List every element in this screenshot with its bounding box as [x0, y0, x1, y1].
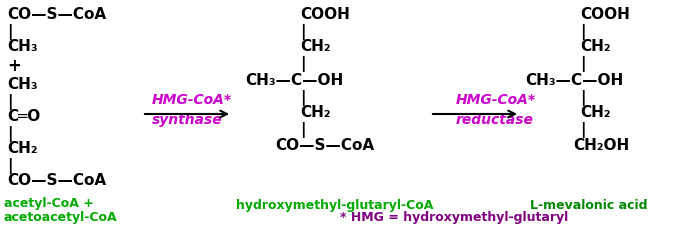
- Text: acetoacetyl-CoA: acetoacetyl-CoA: [4, 210, 117, 223]
- Text: CO—S—CoA: CO—S—CoA: [7, 7, 106, 22]
- Text: CH₂: CH₂: [580, 39, 611, 54]
- Text: CO—S—CoA: CO—S—CoA: [7, 172, 106, 187]
- Text: |: |: [300, 24, 306, 40]
- Text: |: |: [7, 157, 12, 173]
- Text: |: |: [580, 90, 586, 106]
- Text: CH₃—C—OH: CH₃—C—OH: [525, 73, 624, 88]
- Text: * HMG = hydroxymethyl-glutaryl: * HMG = hydroxymethyl-glutaryl: [340, 210, 568, 223]
- Text: L-mevalonic acid: L-mevalonic acid: [530, 198, 648, 211]
- Text: synthase: synthase: [152, 112, 223, 126]
- Text: CH₂: CH₂: [300, 39, 331, 54]
- Text: HMG-CoA*: HMG-CoA*: [456, 93, 536, 106]
- Text: |: |: [580, 56, 586, 72]
- Text: |: |: [7, 125, 12, 141]
- Text: CH₂: CH₂: [580, 105, 611, 119]
- Text: |: |: [580, 122, 586, 137]
- Text: |: |: [7, 94, 12, 109]
- Text: |: |: [580, 24, 586, 40]
- Text: CH₂: CH₂: [300, 105, 331, 119]
- Text: |: |: [300, 56, 306, 72]
- Text: CH₃: CH₃: [7, 39, 38, 54]
- Text: |: |: [300, 122, 306, 137]
- Text: +: +: [7, 57, 21, 75]
- Text: acetyl-CoA +: acetyl-CoA +: [4, 196, 94, 209]
- Text: reductase: reductase: [456, 112, 534, 126]
- Text: CH₂OH: CH₂OH: [573, 137, 629, 152]
- Text: hydroxymethyl-glutaryl-CoA: hydroxymethyl-glutaryl-CoA: [236, 198, 434, 211]
- Text: COOH: COOH: [300, 7, 350, 22]
- Text: |: |: [300, 90, 306, 106]
- Text: COOH: COOH: [580, 7, 630, 22]
- Text: |: |: [7, 24, 12, 40]
- Text: CH₃—C—OH: CH₃—C—OH: [245, 73, 343, 88]
- Text: CO—S—CoA: CO—S—CoA: [275, 137, 374, 152]
- Text: HMG-CoA*: HMG-CoA*: [152, 93, 232, 106]
- Text: C═O: C═O: [7, 109, 40, 123]
- Text: CH₃: CH₃: [7, 77, 38, 92]
- Text: CH₂: CH₂: [7, 140, 38, 155]
